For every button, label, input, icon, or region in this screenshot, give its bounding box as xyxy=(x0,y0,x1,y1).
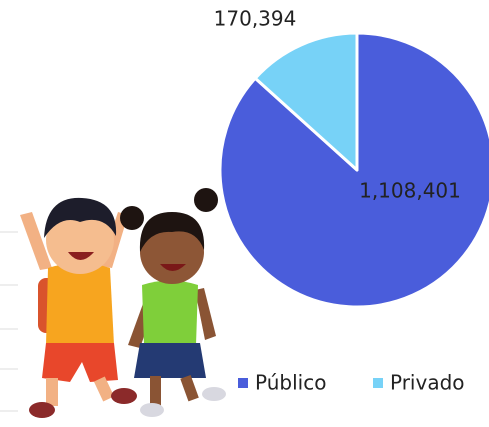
girl-bun xyxy=(194,188,218,212)
girl-mouth xyxy=(160,264,186,271)
girl-arm xyxy=(195,288,216,340)
boy-shirt xyxy=(46,263,114,345)
boy-arm xyxy=(20,212,52,270)
shoe xyxy=(29,402,55,418)
legend: Público Privado xyxy=(238,371,465,395)
girl-hair xyxy=(139,212,205,252)
legend-label: Privado xyxy=(390,371,465,395)
girl-leg xyxy=(180,375,199,402)
girl-shirt xyxy=(142,280,198,345)
shoe xyxy=(111,388,137,404)
legend-label: Público xyxy=(255,371,326,395)
girl xyxy=(120,188,226,417)
boy-leg xyxy=(93,376,115,402)
data-label: 1,108,401 xyxy=(359,179,461,203)
pie xyxy=(218,31,489,309)
girl-leg xyxy=(150,376,161,406)
girl-bun xyxy=(120,206,144,230)
background-lines xyxy=(0,231,18,412)
shoe xyxy=(140,403,164,417)
girl-skirt xyxy=(134,343,206,378)
kids-illustration xyxy=(20,188,226,418)
boy-leg xyxy=(46,378,58,406)
girl-face xyxy=(140,220,204,284)
legend-swatch xyxy=(373,378,383,388)
boy-face xyxy=(46,206,114,274)
pie-slice xyxy=(218,31,489,309)
legend-swatch xyxy=(238,378,248,388)
boy-hair xyxy=(44,197,117,238)
data-label: 170,394 xyxy=(214,7,297,31)
pie-slice xyxy=(253,31,359,172)
boy xyxy=(20,197,137,418)
boy-mouth xyxy=(68,252,94,260)
shoe xyxy=(202,387,226,401)
boy-shorts xyxy=(42,343,118,382)
